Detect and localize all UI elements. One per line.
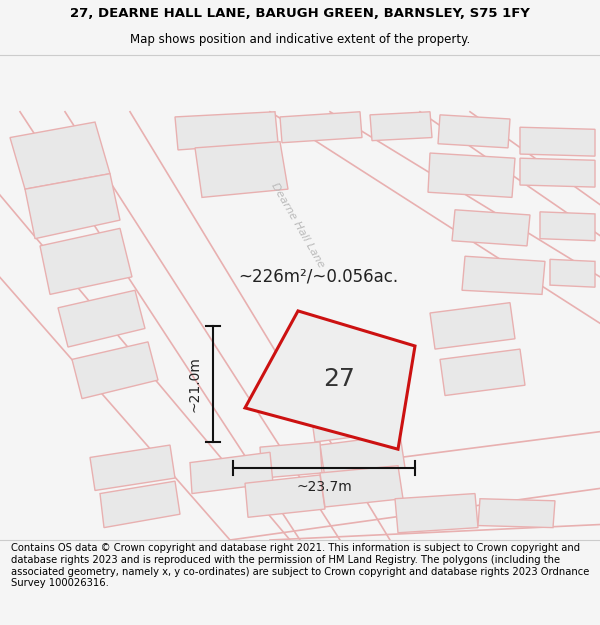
Text: ~21.0m: ~21.0m	[187, 356, 201, 412]
Polygon shape	[260, 442, 322, 478]
Polygon shape	[25, 174, 120, 239]
Text: Contains OS data © Crown copyright and database right 2021. This information is : Contains OS data © Crown copyright and d…	[11, 543, 589, 588]
Polygon shape	[430, 302, 515, 349]
Text: ~226m²/~0.056ac.: ~226m²/~0.056ac.	[238, 268, 398, 286]
Polygon shape	[520, 127, 595, 156]
Polygon shape	[40, 228, 132, 294]
Polygon shape	[58, 290, 145, 347]
Polygon shape	[175, 112, 278, 150]
Polygon shape	[90, 445, 175, 491]
Polygon shape	[370, 112, 432, 141]
Polygon shape	[478, 499, 555, 528]
Polygon shape	[395, 494, 478, 532]
Polygon shape	[245, 475, 325, 518]
Polygon shape	[428, 153, 515, 198]
Text: 27: 27	[323, 366, 355, 391]
Polygon shape	[550, 259, 595, 287]
Text: Dearne Hall Lane: Dearne Hall Lane	[269, 181, 326, 269]
Polygon shape	[438, 115, 510, 148]
Polygon shape	[100, 481, 180, 528]
Polygon shape	[190, 452, 273, 494]
Text: 27, DEARNE HALL LANE, BARUGH GREEN, BARNSLEY, S75 1FY: 27, DEARNE HALL LANE, BARUGH GREEN, BARN…	[70, 8, 530, 20]
Polygon shape	[195, 142, 288, 198]
Polygon shape	[320, 466, 403, 507]
Polygon shape	[440, 349, 525, 396]
Polygon shape	[72, 342, 158, 399]
Polygon shape	[540, 212, 595, 241]
Text: Map shows position and indicative extent of the property.: Map shows position and indicative extent…	[130, 33, 470, 46]
Polygon shape	[10, 122, 110, 189]
Polygon shape	[452, 210, 530, 246]
Polygon shape	[310, 396, 395, 442]
Text: ~23.7m: ~23.7m	[296, 480, 352, 494]
Polygon shape	[245, 311, 415, 449]
Polygon shape	[320, 435, 405, 478]
Polygon shape	[520, 158, 595, 187]
Polygon shape	[280, 112, 362, 142]
Polygon shape	[462, 256, 545, 294]
